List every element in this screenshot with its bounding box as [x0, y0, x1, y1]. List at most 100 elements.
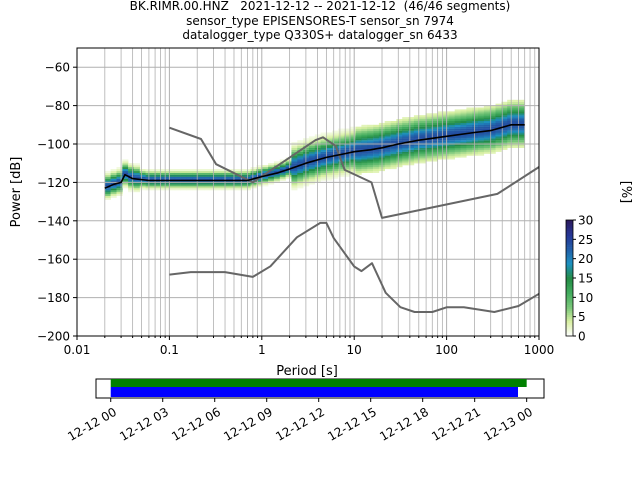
heatmap-cell [308, 165, 315, 168]
heatmap-cell [384, 138, 391, 141]
heatmap-cell [454, 115, 461, 118]
heatmap-cell [332, 136, 339, 139]
heatmap-cell [513, 115, 520, 118]
heatmap-cell [163, 170, 170, 173]
heatmap-cell [373, 167, 380, 170]
heatmap-cell [495, 138, 502, 141]
heatmap-cell [413, 121, 420, 124]
heatmap-cell [425, 117, 432, 120]
heatmap-cell [454, 111, 461, 114]
heatmap-cell [425, 145, 432, 148]
heatmap-cell [221, 182, 228, 185]
heatmap-cell [396, 153, 403, 156]
heatmap-cell [454, 122, 461, 125]
heatmap-cell [472, 117, 479, 120]
colorbar-segment [566, 332, 573, 335]
heatmap-cell [297, 142, 304, 145]
heatmap-cell [233, 182, 240, 185]
heatmap-cell [139, 184, 146, 187]
heatmap-cell [320, 169, 327, 172]
heatmap-cell [273, 174, 280, 177]
heatmap-cell [425, 115, 432, 118]
heatmap-cell [466, 128, 473, 131]
heatmap-cell [285, 176, 292, 179]
heatmap-cell [297, 174, 304, 177]
heatmap-cell [122, 186, 129, 189]
heatmap-cell [192, 176, 199, 179]
x-tick-label: 100 [435, 343, 458, 357]
heatmap-cell [408, 119, 415, 122]
heatmap-cell [285, 167, 292, 170]
heatmap-cell [518, 101, 525, 104]
heatmap-cell [489, 130, 496, 133]
colorbar-segment [566, 287, 573, 290]
heatmap-cell [419, 130, 426, 133]
heatmap-cell [314, 151, 321, 154]
heatmap-cell [472, 153, 479, 156]
heatmap-cell [221, 176, 228, 179]
heatmap-cell [297, 178, 304, 181]
heatmap-cell [448, 136, 455, 139]
colorbar-segment [566, 229, 573, 232]
heatmap-cell [291, 159, 298, 162]
heatmap-cell [233, 174, 240, 177]
heatmap-cell [285, 161, 292, 164]
heatmap-cell [198, 180, 205, 183]
heatmap-cell [297, 165, 304, 168]
heatmap-cell [437, 111, 444, 114]
heatmap-cell [128, 190, 135, 193]
heatmap-cell [466, 144, 473, 147]
heatmap-cell [513, 128, 520, 131]
heatmap-cell [273, 163, 280, 166]
heatmap-cell [291, 142, 298, 145]
heatmap-cell [355, 138, 362, 141]
heatmap-cell [460, 142, 467, 145]
heatmap-cell [466, 111, 473, 114]
heatmap-cell [273, 169, 280, 172]
heatmap-cell [402, 140, 409, 143]
heatmap-cell [501, 145, 508, 148]
heatmap-cell [273, 170, 280, 173]
heatmap-cell [367, 134, 374, 137]
heatmap-cell [314, 145, 321, 148]
heatmap-cell [110, 176, 117, 179]
heatmap-cell [454, 149, 461, 152]
heatmap-cell [373, 155, 380, 158]
heatmap-cell [419, 140, 426, 143]
heatmap-cell [116, 167, 123, 170]
colorbar-segment [566, 241, 573, 244]
heatmap-cell [437, 113, 444, 116]
heatmap-cell [314, 140, 321, 143]
heatmap-cell [349, 169, 356, 172]
heatmap-cell [134, 170, 141, 173]
heatmap-cell [250, 176, 257, 179]
heatmap-cell [361, 169, 368, 172]
heatmap-cell [262, 182, 269, 185]
heatmap-cell [448, 142, 455, 145]
heatmap-cell [408, 147, 415, 150]
heatmap-cell [390, 167, 397, 170]
heatmap-cell [355, 130, 362, 133]
heatmap-cell [443, 122, 450, 125]
heatmap-cell [454, 153, 461, 156]
colorbar-segment [566, 223, 573, 227]
heatmap-cell [448, 115, 455, 118]
heatmap-cell [238, 174, 245, 177]
heatmap-cell [221, 188, 228, 191]
heatmap-cell [238, 182, 245, 185]
heatmap-cell [472, 128, 479, 131]
heatmap-cell [373, 142, 380, 145]
new-high-noise-model-line [169, 126, 540, 219]
colorbar-segment [566, 305, 573, 308]
heatmap-cell [437, 132, 444, 135]
heatmap-cell [384, 140, 391, 143]
heatmap-cell [419, 122, 426, 125]
heatmap-cell [233, 188, 240, 191]
colorbar-segment [566, 303, 573, 306]
heatmap-cell [454, 138, 461, 141]
heatmap-cell [373, 126, 380, 129]
x-tick-label: 10 [347, 343, 362, 357]
heatmap-cell [513, 119, 520, 122]
heatmap-cell [209, 188, 216, 191]
heatmap-cell [448, 124, 455, 127]
